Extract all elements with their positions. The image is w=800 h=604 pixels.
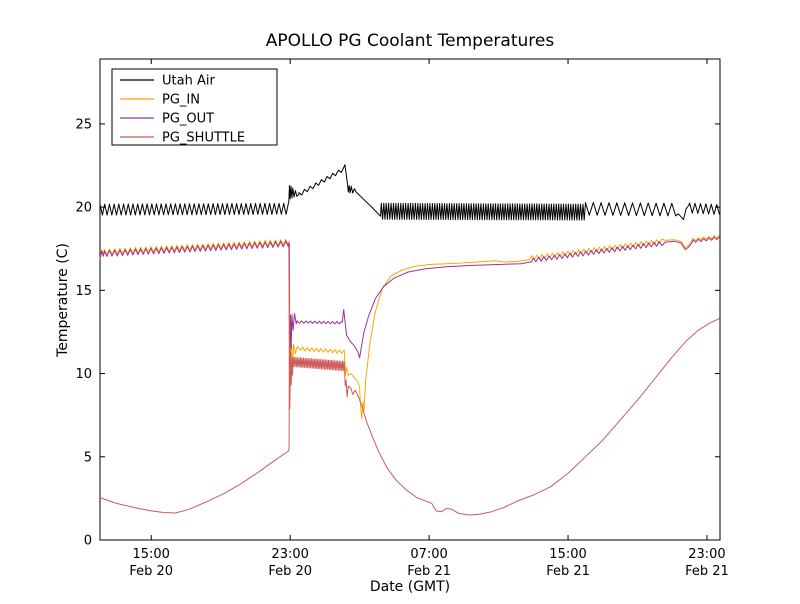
x-tick-time-label: 23:00 bbox=[271, 547, 308, 562]
x-tick-time-label: 15:00 bbox=[549, 547, 586, 562]
x-tick-time-label: 07:00 bbox=[410, 547, 447, 562]
x-tick-date-label: Feb 21 bbox=[407, 564, 451, 579]
x-tick-date-label: Feb 20 bbox=[129, 564, 173, 579]
series-lines bbox=[99, 164, 720, 516]
axes: 15:00 Feb 20 23:00 Feb 20 07:00 Feb 21 15:00 Fe… bbox=[75, 58, 729, 579]
x-tick-time-label: 23:00 bbox=[688, 547, 725, 562]
legend-label-pg-shuttle: PG_SHUTTLE bbox=[162, 131, 245, 146]
x-tick-time-label: 15:00 bbox=[132, 547, 169, 562]
series-pg-shuttle bbox=[99, 243, 720, 516]
series-pg-out bbox=[99, 236, 720, 365]
y-axis-label: Temperature (C) bbox=[55, 243, 71, 358]
series-pg-in bbox=[99, 234, 720, 419]
y-tick-label: 0 bbox=[84, 534, 92, 549]
legend-label-utah-air: Utah Air bbox=[162, 74, 215, 89]
y-tick-label: 10 bbox=[75, 367, 92, 382]
legend-label-pg-in: PG_IN bbox=[162, 93, 200, 108]
x-tick-date-label: Feb 20 bbox=[268, 564, 312, 579]
plot-border bbox=[99, 58, 721, 541]
x-axis-label: Date (GMT) bbox=[370, 579, 450, 595]
x-tick-date-label: Feb 21 bbox=[546, 564, 590, 579]
chart-title: APOLLO PG Coolant Temperatures bbox=[266, 31, 555, 51]
legend-box bbox=[111, 68, 278, 146]
legend: Utah Air PG_IN PG_OUT PG_SHUTTLE bbox=[111, 68, 278, 146]
y-tick-label: 25 bbox=[75, 117, 92, 132]
y-tick-label: 15 bbox=[75, 284, 92, 299]
series-utah-air bbox=[99, 164, 720, 221]
y-tick-label: 20 bbox=[75, 201, 92, 216]
y-tick-label: 5 bbox=[84, 450, 92, 465]
legend-label-pg-out: PG_OUT bbox=[162, 112, 214, 127]
x-tick-date-label: Feb 21 bbox=[685, 564, 729, 579]
